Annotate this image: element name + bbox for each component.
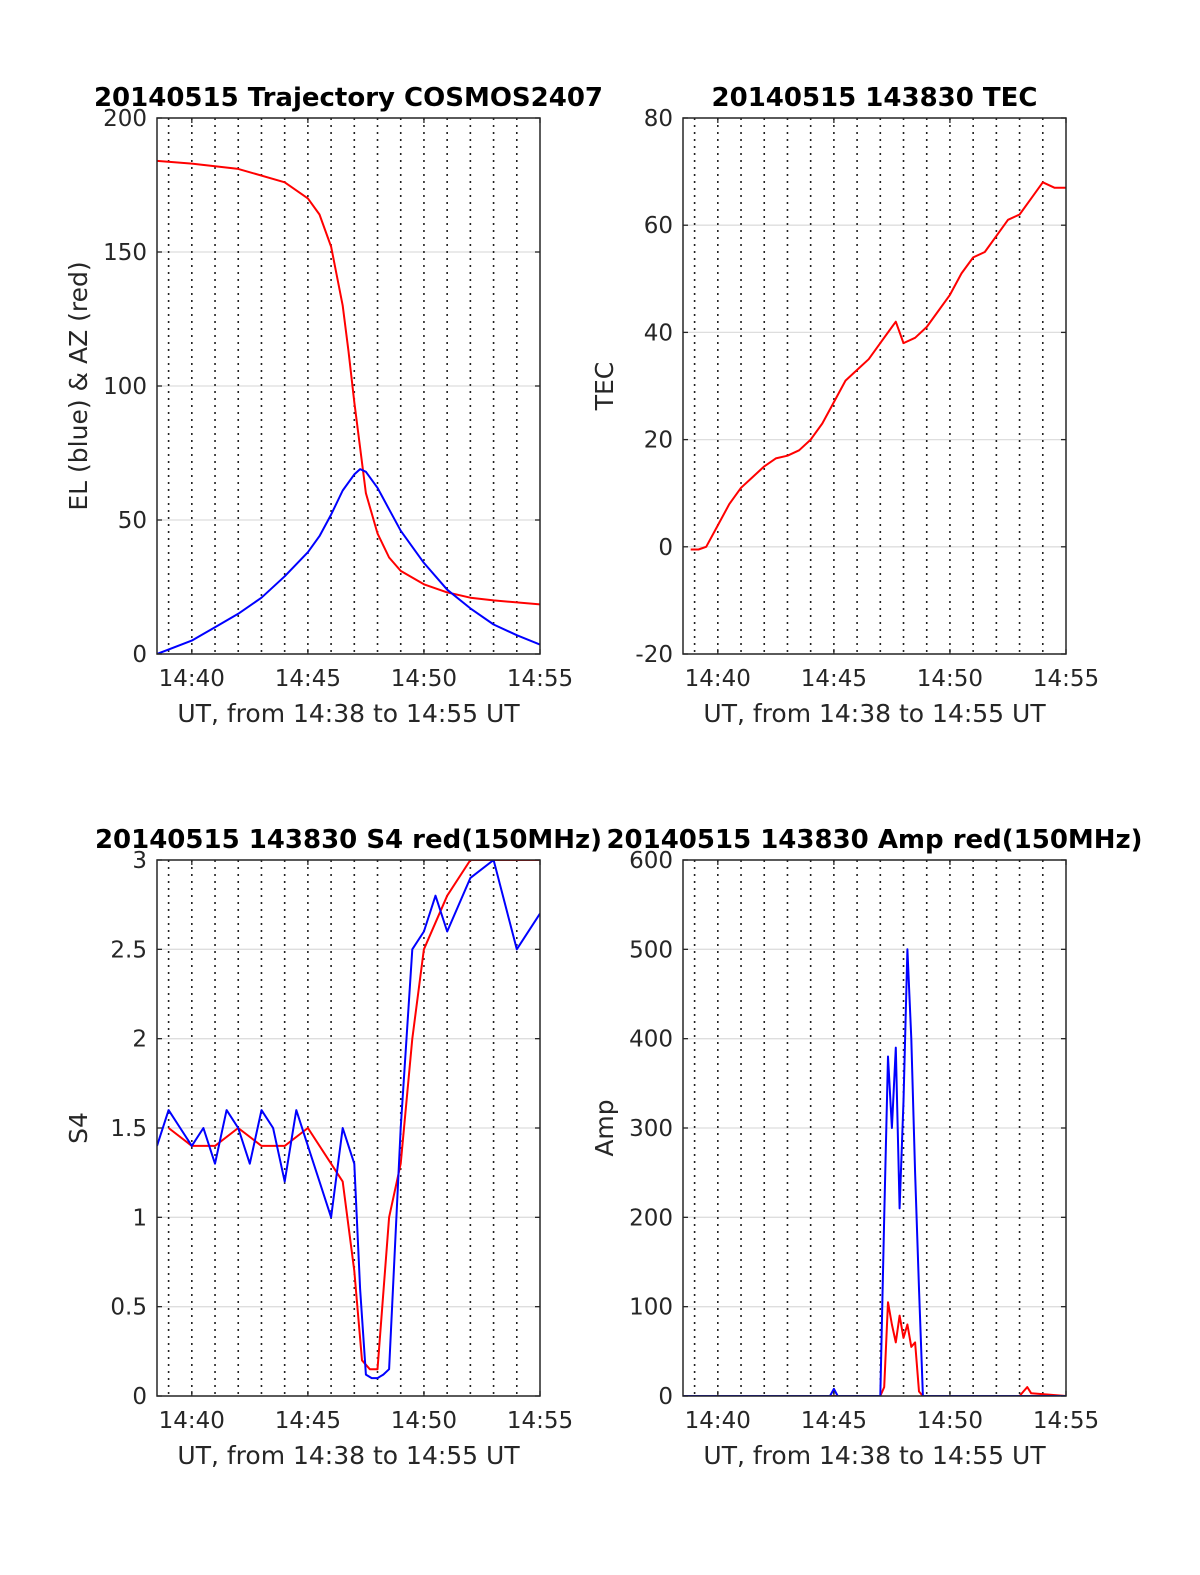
- amp-ytick-label-3: 300: [629, 1116, 673, 1142]
- trajectory-ytick-label-1: 50: [118, 508, 147, 534]
- tec-ytick-label-1: 0: [658, 535, 673, 561]
- tec-series-0-line: [690, 181, 1066, 551]
- trajectory-ytick-label-4: 200: [103, 106, 147, 132]
- trajectory-title: 20140515 Trajectory COSMOS2407: [94, 83, 603, 113]
- tec-xtick-label-3: 14:55: [1033, 666, 1099, 692]
- s4-ytick-label-0: 0: [132, 1384, 147, 1410]
- s4-ylabel: S4: [64, 1112, 93, 1144]
- trajectory-ylabel: EL (blue) & AZ (red): [64, 261, 93, 510]
- tec-ytick-label-3: 40: [644, 320, 673, 346]
- trajectory-ytick-label-0: 0: [132, 642, 147, 668]
- s4-series-0-line: [167, 860, 540, 1371]
- trajectory-xtick-label-3: 14:55: [507, 666, 573, 692]
- s4-ytick-label-4: 2: [132, 1027, 147, 1053]
- trajectory-series-1-line: [157, 468, 540, 654]
- s4-xtick-label-1: 14:45: [275, 1408, 341, 1434]
- trajectory-panel: 0 50 100 150 200 14:40 14:45 14:50 14:55 20140515…: [64, 83, 603, 728]
- amp-ytick-label-5: 500: [629, 937, 673, 963]
- amp-series-0-line: [683, 1301, 1066, 1396]
- trajectory-xtick-label-2: 14:50: [391, 666, 457, 692]
- amp-xtick-label-0: 14:40: [685, 1408, 751, 1434]
- amp-ytick-label-1: 100: [629, 1295, 673, 1321]
- trajectory-series-0-line: [157, 159, 540, 606]
- tec-ytick-label-2: 20: [644, 428, 673, 454]
- s4-series-1-line: [157, 860, 540, 1380]
- amp-xtick-label-2: 14:50: [917, 1408, 983, 1434]
- s4-panel: 0 0.5 1 1.5 2 2.5 3 14:40 14:45 14:50 14:55 2014051…: [64, 825, 602, 1470]
- amp-ytick-label-2: 200: [629, 1205, 673, 1231]
- amp-ytick-label-4: 400: [629, 1027, 673, 1053]
- amp-ytick-label-6: 600: [629, 848, 673, 874]
- tec-xtick-label-2: 14:50: [917, 666, 983, 692]
- tec-ytick-label-4: 60: [644, 213, 673, 239]
- trajectory-ytick-label-2: 100: [103, 374, 147, 400]
- amp-series-1-line: [683, 948, 1066, 1396]
- amp-panel: 0 100 200 300 400 500 600 14:40 14:45 14:50 14:55 2…: [590, 825, 1143, 1470]
- tec-axes-box: [682, 117, 1067, 655]
- tec-panel: -20 0 20 40 60 80 14:40 14:45 14:50 14:55 20140515…: [590, 83, 1099, 728]
- s4-title: 20140515 143830 S4 red(150MHz): [95, 825, 602, 855]
- tec-xtick-label-0: 14:40: [685, 666, 751, 692]
- s4-xlabel: UT, from 14:38 to 14:55 UT: [177, 1441, 520, 1470]
- tec-xlabel: UT, from 14:38 to 14:55 UT: [703, 699, 1046, 728]
- amp-xtick-label-3: 14:55: [1033, 1408, 1099, 1434]
- trajectory-xtick-label-0: 14:40: [159, 666, 225, 692]
- trajectory-xlabel: UT, from 14:38 to 14:55 UT: [177, 699, 520, 728]
- amp-xlabel: UT, from 14:38 to 14:55 UT: [703, 1441, 1046, 1470]
- s4-xtick-label-0: 14:40: [159, 1408, 225, 1434]
- s4-ytick-label-3: 1.5: [110, 1116, 147, 1142]
- s4-xtick-label-3: 14:55: [507, 1408, 573, 1434]
- s4-ytick-label-1: 0.5: [110, 1295, 147, 1321]
- s4-ytick-label-2: 1: [132, 1205, 147, 1231]
- trajectory-ytick-label-3: 150: [103, 240, 147, 266]
- tec-ylabel: TEC: [590, 362, 619, 412]
- tec-ytick-label-0: -20: [635, 642, 673, 668]
- tec-ytick-label-5: 80: [644, 106, 673, 132]
- s4-xtick-label-2: 14:50: [391, 1408, 457, 1434]
- tec-xtick-label-1: 14:45: [801, 666, 867, 692]
- amp-ylabel: Amp: [590, 1099, 619, 1156]
- amp-title: 20140515 143830 Amp red(150MHz): [606, 825, 1142, 855]
- amp-ytick-label-0: 0: [658, 1384, 673, 1410]
- amp-xtick-label-1: 14:45: [801, 1408, 867, 1434]
- tec-title: 20140515 143830 TEC: [712, 83, 1038, 113]
- s4-ytick-label-5: 2.5: [110, 937, 147, 963]
- s4-ytick-label-6: 3: [132, 848, 147, 874]
- trajectory-xtick-label-1: 14:45: [275, 666, 341, 692]
